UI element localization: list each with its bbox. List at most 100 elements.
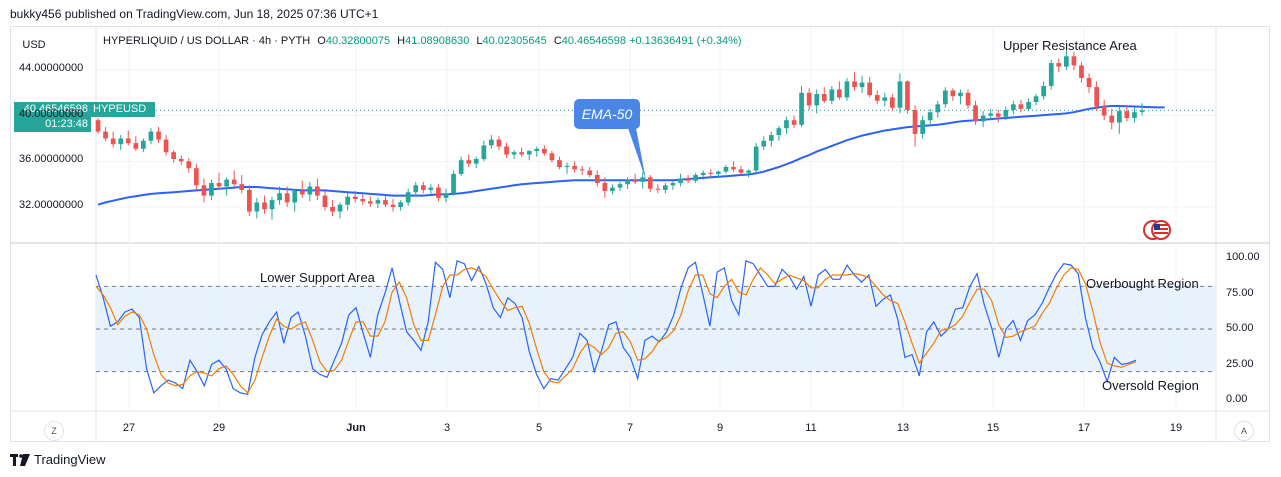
candle-body	[1048, 63, 1054, 86]
candle-body	[209, 183, 214, 196]
publisher-header: bukky456 published on TradingView.com, J…	[10, 7, 379, 21]
candle-body	[837, 89, 842, 98]
candle-body	[753, 146, 759, 171]
candle-body	[1011, 104, 1016, 110]
time-axis-label: 27	[122, 422, 136, 434]
candle-body	[678, 178, 683, 184]
candle-body	[405, 192, 411, 203]
candle-body	[769, 135, 774, 141]
tradingview-brand[interactable]: TradingView	[34, 452, 106, 467]
candle-body	[905, 81, 910, 110]
high-value: 41.08908630	[405, 35, 470, 47]
candle-body	[935, 104, 941, 113]
symbol-name[interactable]: HYPERLIQUID / US DOLLAR · 4h · PYTH	[103, 35, 311, 47]
candle-body	[882, 97, 888, 101]
time-axis-label: 5	[535, 422, 543, 434]
time-axis-label: 13	[896, 422, 910, 434]
candle-body	[178, 159, 184, 162]
stoch-d-line	[95, 266, 1137, 394]
low-key: L	[476, 35, 483, 47]
candle-body	[1003, 110, 1009, 117]
candle-body	[897, 81, 903, 108]
candle-body	[844, 81, 850, 98]
candle-body	[1064, 56, 1069, 67]
candle-body	[625, 179, 630, 185]
time-axis-label: 29	[212, 422, 226, 434]
ema-50-line	[97, 105, 1165, 206]
candle-body	[595, 175, 600, 183]
candle-body	[390, 204, 396, 207]
candle-body	[700, 172, 706, 176]
candle-body	[890, 97, 895, 108]
upper-resistance-label: Upper Resistance Area	[1003, 38, 1137, 53]
candle-body	[1056, 63, 1062, 67]
candle-body	[277, 193, 282, 201]
symbol-tag: HYPEUSD	[91, 102, 155, 117]
time-axis-label: 11	[805, 422, 817, 434]
candle-body	[511, 152, 517, 155]
candle-body	[943, 90, 948, 105]
candle-body	[148, 131, 154, 141]
candle-body	[458, 160, 464, 174]
candle-body	[670, 183, 676, 186]
candle-body	[542, 148, 547, 154]
candle-body	[965, 92, 971, 106]
ema-callout-pointer	[628, 128, 646, 180]
time-axis-label: 17	[1077, 422, 1091, 434]
candle-body	[663, 185, 668, 190]
candle-body	[504, 146, 509, 155]
high-key: H	[397, 35, 406, 47]
change-value: +0.13636491 (+0.34%)	[629, 35, 742, 47]
candle-body	[299, 191, 305, 195]
candle-body	[1109, 115, 1115, 123]
candle-body	[95, 120, 101, 132]
candle-body	[224, 179, 229, 187]
candle-body	[791, 120, 797, 125]
price-axis-label: 32.00000000	[19, 199, 84, 211]
candle-body	[1124, 111, 1130, 118]
candle-body	[761, 140, 767, 147]
price-axis-label: 36.00000000	[19, 153, 84, 166]
candle-body	[383, 200, 388, 205]
price-axis-label: 40.00000000	[19, 107, 84, 120]
candle-body	[519, 152, 524, 155]
candle-body	[216, 183, 222, 187]
candle-body	[610, 187, 615, 191]
candle-body	[201, 185, 207, 196]
candle-body	[927, 112, 933, 121]
candle-body	[572, 165, 577, 170]
candle-body	[549, 153, 555, 161]
candle-body	[247, 189, 252, 212]
low-value: 40.02305645	[482, 35, 547, 47]
candle-body	[988, 113, 994, 116]
candle-body	[254, 202, 260, 212]
candle-body	[958, 92, 963, 97]
candle-body	[269, 200, 275, 210]
candle-body	[980, 115, 986, 122]
oversold-label: Oversold Region	[1102, 378, 1199, 393]
candle-body	[398, 202, 403, 207]
candle-body	[110, 138, 116, 145]
candle-body	[231, 179, 237, 185]
candle-body	[950, 90, 956, 97]
candle-body	[617, 184, 623, 188]
currency-label[interactable]: USD	[22, 39, 46, 51]
candle-body	[579, 169, 585, 171]
candle-body	[473, 159, 479, 164]
tradingview-footer: TradingView	[10, 452, 106, 467]
candle-body	[564, 165, 570, 167]
candle-body	[315, 186, 320, 196]
candle-body	[322, 195, 328, 207]
candle-body	[995, 113, 1001, 117]
candle-body	[776, 128, 782, 136]
auto-scale-button[interactable]: A	[1234, 421, 1254, 441]
stoch-axis-label: 25.00	[1226, 357, 1254, 370]
candle-body	[829, 89, 835, 101]
candle-body	[859, 82, 865, 88]
candle-body	[632, 179, 638, 182]
zoom-button[interactable]: Z	[44, 421, 64, 441]
candle-body	[708, 172, 714, 174]
time-axis-label: 7	[626, 422, 634, 434]
candle-body	[867, 82, 872, 96]
